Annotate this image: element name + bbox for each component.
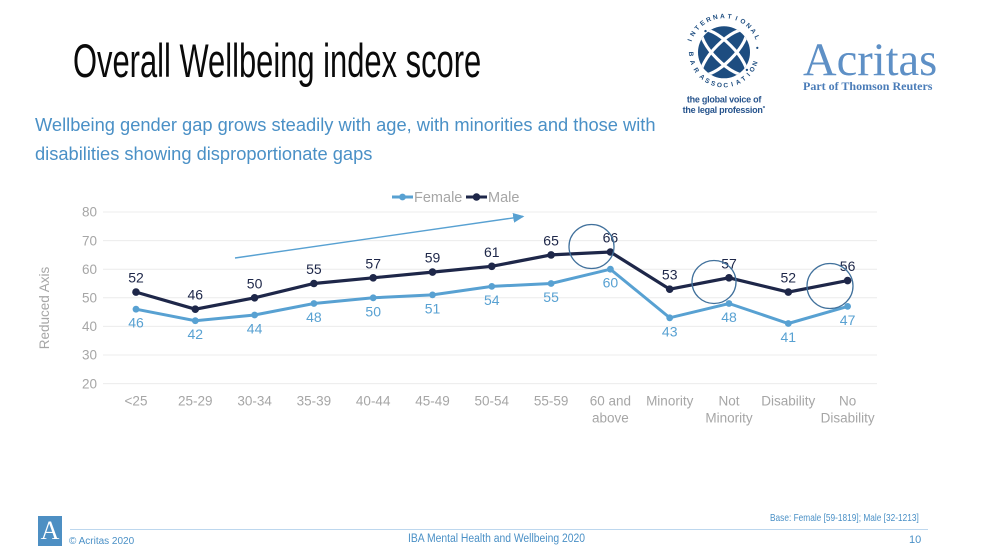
svg-text:L: L	[752, 34, 760, 41]
svg-text:O: O	[748, 66, 757, 74]
svg-text:R: R	[692, 67, 701, 75]
svg-text:R: R	[705, 16, 713, 24]
svg-text:I: I	[731, 81, 735, 88]
svg-text:T: T	[694, 25, 702, 33]
svg-text:A: A	[720, 13, 725, 20]
svg-text:No: No	[839, 394, 856, 409]
svg-text:48: 48	[306, 309, 322, 325]
svg-text:40-44: 40-44	[356, 394, 391, 409]
svg-text:T: T	[740, 75, 747, 83]
svg-text:B: B	[687, 52, 694, 57]
svg-text:43: 43	[662, 323, 678, 339]
svg-text:S: S	[710, 80, 717, 88]
svg-text:60: 60	[603, 275, 619, 291]
svg-text:Disability: Disability	[761, 394, 815, 409]
svg-text:41: 41	[781, 329, 797, 345]
svg-text:45-49: 45-49	[415, 394, 450, 409]
svg-text:60 and: 60 and	[590, 394, 631, 409]
svg-text:Minority: Minority	[705, 411, 753, 426]
svg-text:O: O	[739, 18, 747, 27]
svg-text:60: 60	[82, 262, 97, 277]
svg-text:N: N	[712, 14, 719, 22]
svg-text:N: N	[744, 22, 752, 31]
svg-text:A: A	[688, 59, 696, 66]
svg-text:Not: Not	[718, 394, 739, 409]
svg-text:56: 56	[840, 258, 856, 274]
svg-text:I: I	[746, 72, 753, 78]
svg-text:48: 48	[721, 309, 737, 325]
svg-text:53: 53	[662, 267, 678, 283]
svg-text:E: E	[699, 19, 707, 28]
svg-text:57: 57	[365, 255, 381, 271]
svg-text:55-59: 55-59	[534, 394, 569, 409]
svg-text:40: 40	[82, 319, 97, 334]
svg-text:50: 50	[247, 275, 263, 291]
svg-text:44: 44	[247, 321, 263, 337]
svg-text:Female: Female	[414, 190, 462, 206]
svg-text:Disability: Disability	[821, 411, 875, 426]
svg-text:above: above	[592, 411, 629, 426]
svg-text:25-29: 25-29	[178, 394, 213, 409]
svg-text:A: A	[698, 73, 706, 82]
svg-text:the global voice of: the global voice of	[687, 94, 763, 104]
svg-text:O: O	[716, 82, 722, 90]
svg-text:59: 59	[425, 250, 441, 266]
svg-text:Reduced Axis: Reduced Axis	[37, 266, 52, 349]
svg-text:I: I	[734, 15, 738, 22]
svg-text:N: N	[751, 60, 759, 67]
svg-text:S: S	[703, 77, 711, 86]
svg-text:46: 46	[188, 287, 204, 303]
svg-text:A: A	[749, 28, 758, 36]
svg-text:70: 70	[82, 233, 97, 248]
svg-text:Male: Male	[488, 190, 519, 206]
svg-text:T: T	[727, 13, 732, 21]
svg-text:46: 46	[128, 315, 144, 331]
svg-text:30: 30	[82, 348, 97, 363]
svg-text:55: 55	[543, 289, 559, 305]
svg-text:C: C	[723, 82, 728, 89]
svg-text:50-54: 50-54	[475, 394, 510, 409]
svg-text:Minority: Minority	[646, 394, 694, 409]
svg-text:47: 47	[840, 312, 856, 328]
svg-text:30-34: 30-34	[237, 394, 272, 409]
svg-text:I: I	[687, 38, 694, 42]
svg-text:52: 52	[128, 270, 144, 286]
svg-text:61: 61	[484, 244, 500, 260]
svg-text:66: 66	[603, 230, 619, 246]
svg-text:57: 57	[721, 255, 737, 271]
svg-text:the legal profession˚: the legal profession˚	[683, 105, 766, 115]
svg-text:54: 54	[484, 292, 500, 308]
svg-text:50: 50	[365, 303, 381, 319]
svg-text:A: A	[735, 78, 743, 86]
svg-text:50: 50	[82, 291, 97, 306]
svg-text:42: 42	[188, 326, 204, 342]
svg-text:N: N	[689, 30, 698, 38]
svg-text:<25: <25	[125, 394, 148, 409]
svg-text:80: 80	[82, 205, 97, 220]
svg-text:65: 65	[543, 232, 559, 248]
svg-text:20: 20	[82, 376, 97, 391]
svg-text:52: 52	[781, 270, 797, 286]
svg-text:55: 55	[306, 261, 322, 277]
svg-text:35-39: 35-39	[297, 394, 332, 409]
svg-text:51: 51	[425, 300, 441, 316]
